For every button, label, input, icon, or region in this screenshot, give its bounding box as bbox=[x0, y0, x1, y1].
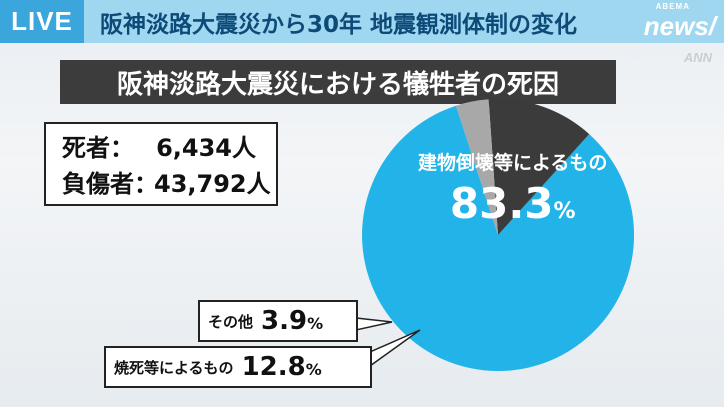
stat-row-injured: 負傷者：43,792人 bbox=[62, 166, 271, 202]
casualty-stats-box: 死者： 6,434人 負傷者：43,792人 bbox=[44, 122, 278, 206]
slice-name: その他 bbox=[208, 312, 254, 331]
slice-label-fire: 焼死等によるもの 12.8% bbox=[104, 346, 372, 388]
slice-name: 焼死等によるもの bbox=[114, 358, 234, 377]
stat-value: 6,434人 bbox=[156, 134, 256, 162]
slice-value-number: 83.3 bbox=[449, 179, 554, 228]
slice-building-collapse bbox=[362, 105, 635, 372]
slice-value-unit: % bbox=[307, 314, 324, 333]
slice-value: 12.8% bbox=[242, 352, 322, 382]
slice-value-number: 3.9 bbox=[261, 306, 308, 336]
logo-small-text: ABEMA bbox=[655, 2, 690, 11]
slice-value: 3.9% bbox=[261, 306, 323, 336]
stat-label: 死者： bbox=[62, 134, 134, 162]
live-badge: LIVE bbox=[0, 0, 84, 43]
leader-other bbox=[355, 317, 393, 331]
slice-value-unit: % bbox=[305, 360, 322, 379]
chart-title: 阪神淡路大震災における犠牲者の死因 bbox=[60, 60, 616, 104]
logo-big-text: news/ bbox=[643, 11, 716, 41]
slice-other bbox=[456, 99, 498, 235]
slice-label-other: その他 3.9% bbox=[198, 300, 358, 342]
slice-name: 建物倒壊等によるもの bbox=[418, 152, 608, 174]
leader-fire bbox=[369, 329, 421, 368]
slice-value-number: 12.8 bbox=[241, 352, 306, 382]
stat-value: 43,792人 bbox=[154, 170, 271, 198]
ann-watermark: ANN bbox=[683, 50, 712, 65]
headline: 阪神淡路大震災から30年 地震観測体制の変化 bbox=[100, 11, 578, 38]
slice-label-building-collapse: 建物倒壊等によるもの 83.3% bbox=[418, 148, 607, 228]
slice-fire bbox=[488, 98, 590, 235]
stat-label: 負傷者： bbox=[62, 170, 158, 198]
slice-value: 83.3% bbox=[418, 179, 607, 228]
top-banner: LIVE 阪神淡路大震災から30年 地震観測体制の変化 ABEMA news/ bbox=[0, 0, 724, 43]
stat-row-deaths: 死者： 6,434人 bbox=[62, 130, 266, 166]
slice-value-unit: % bbox=[553, 199, 576, 224]
abema-news-logo: ABEMA news/ bbox=[620, 2, 716, 42]
